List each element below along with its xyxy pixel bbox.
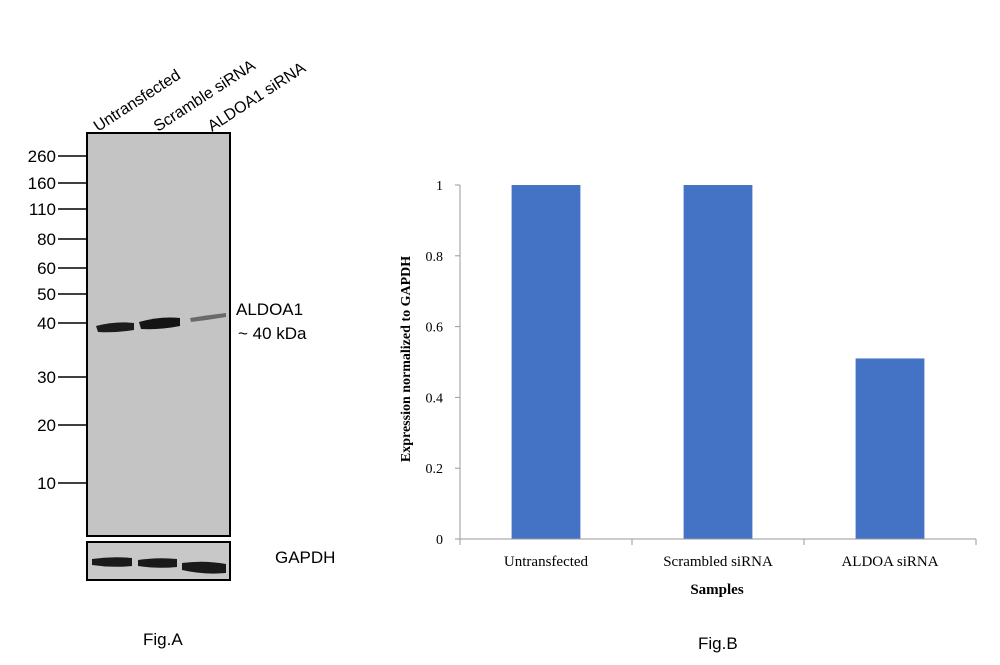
marker-80: 80 bbox=[37, 230, 56, 249]
band-aldoa1 bbox=[190, 313, 226, 322]
figure-a-caption: Fig.A bbox=[143, 630, 183, 649]
marker-ticks bbox=[58, 155, 88, 484]
band-scramble bbox=[139, 317, 180, 330]
y-tick-label-3: 0.4 bbox=[426, 391, 444, 406]
marker-260: 260 bbox=[28, 147, 56, 166]
marker-50: 50 bbox=[37, 285, 56, 304]
marker-110: 110 bbox=[29, 200, 56, 219]
gapdh-band-untransfected bbox=[92, 557, 132, 567]
y-tick-label-1: 0 bbox=[436, 533, 443, 548]
x-tick-label-1: Untransfected bbox=[504, 554, 589, 570]
bar-chart: Untransfected Scrambled siRNA ALDOA siRNA 0… bbox=[399, 179, 977, 598]
blot-membrane bbox=[86, 132, 231, 537]
band-untransfected bbox=[96, 322, 134, 333]
y-tick-label-6: 1 bbox=[436, 179, 443, 194]
chart-axes: Untransfected Scrambled siRNA ALDOA siRNA 0… bbox=[426, 179, 977, 570]
marker-60: 60 bbox=[37, 259, 56, 278]
gapdh-band-scramble bbox=[138, 558, 177, 568]
gapdh-band-aldoa1 bbox=[182, 561, 226, 574]
y-axis-title: Expression normalized to GAPDH bbox=[399, 256, 414, 462]
chart-bars bbox=[511, 185, 925, 539]
marker-160: 160 bbox=[28, 174, 56, 193]
figure-b-caption: Fig.B bbox=[698, 634, 738, 653]
x-tick-label-2: Scrambled siRNA bbox=[663, 554, 773, 570]
bar-1 bbox=[511, 185, 581, 539]
y-tick-label-2: 0.2 bbox=[426, 462, 444, 477]
bar-3 bbox=[855, 358, 925, 539]
band-label-size: ~ 40 kDa bbox=[238, 324, 307, 343]
gapdh-label: GAPDH bbox=[275, 548, 335, 567]
x-tick-label-3: ALDOA siRNA bbox=[841, 554, 938, 570]
marker-40: 40 bbox=[37, 314, 56, 333]
marker-30: 30 bbox=[37, 368, 56, 387]
band-label-name: ALDOA1 bbox=[236, 300, 303, 319]
marker-10: 10 bbox=[37, 474, 56, 493]
bar-2 bbox=[683, 185, 753, 539]
western-blot-panel: Untransfected Scramble siRNA ALDOA1 siRN… bbox=[28, 57, 335, 581]
x-axis-title: Samples bbox=[690, 582, 744, 598]
y-tick-label-4: 0.6 bbox=[426, 321, 444, 336]
y-tick-label-5: 0.8 bbox=[426, 250, 444, 265]
marker-20: 20 bbox=[37, 416, 56, 435]
